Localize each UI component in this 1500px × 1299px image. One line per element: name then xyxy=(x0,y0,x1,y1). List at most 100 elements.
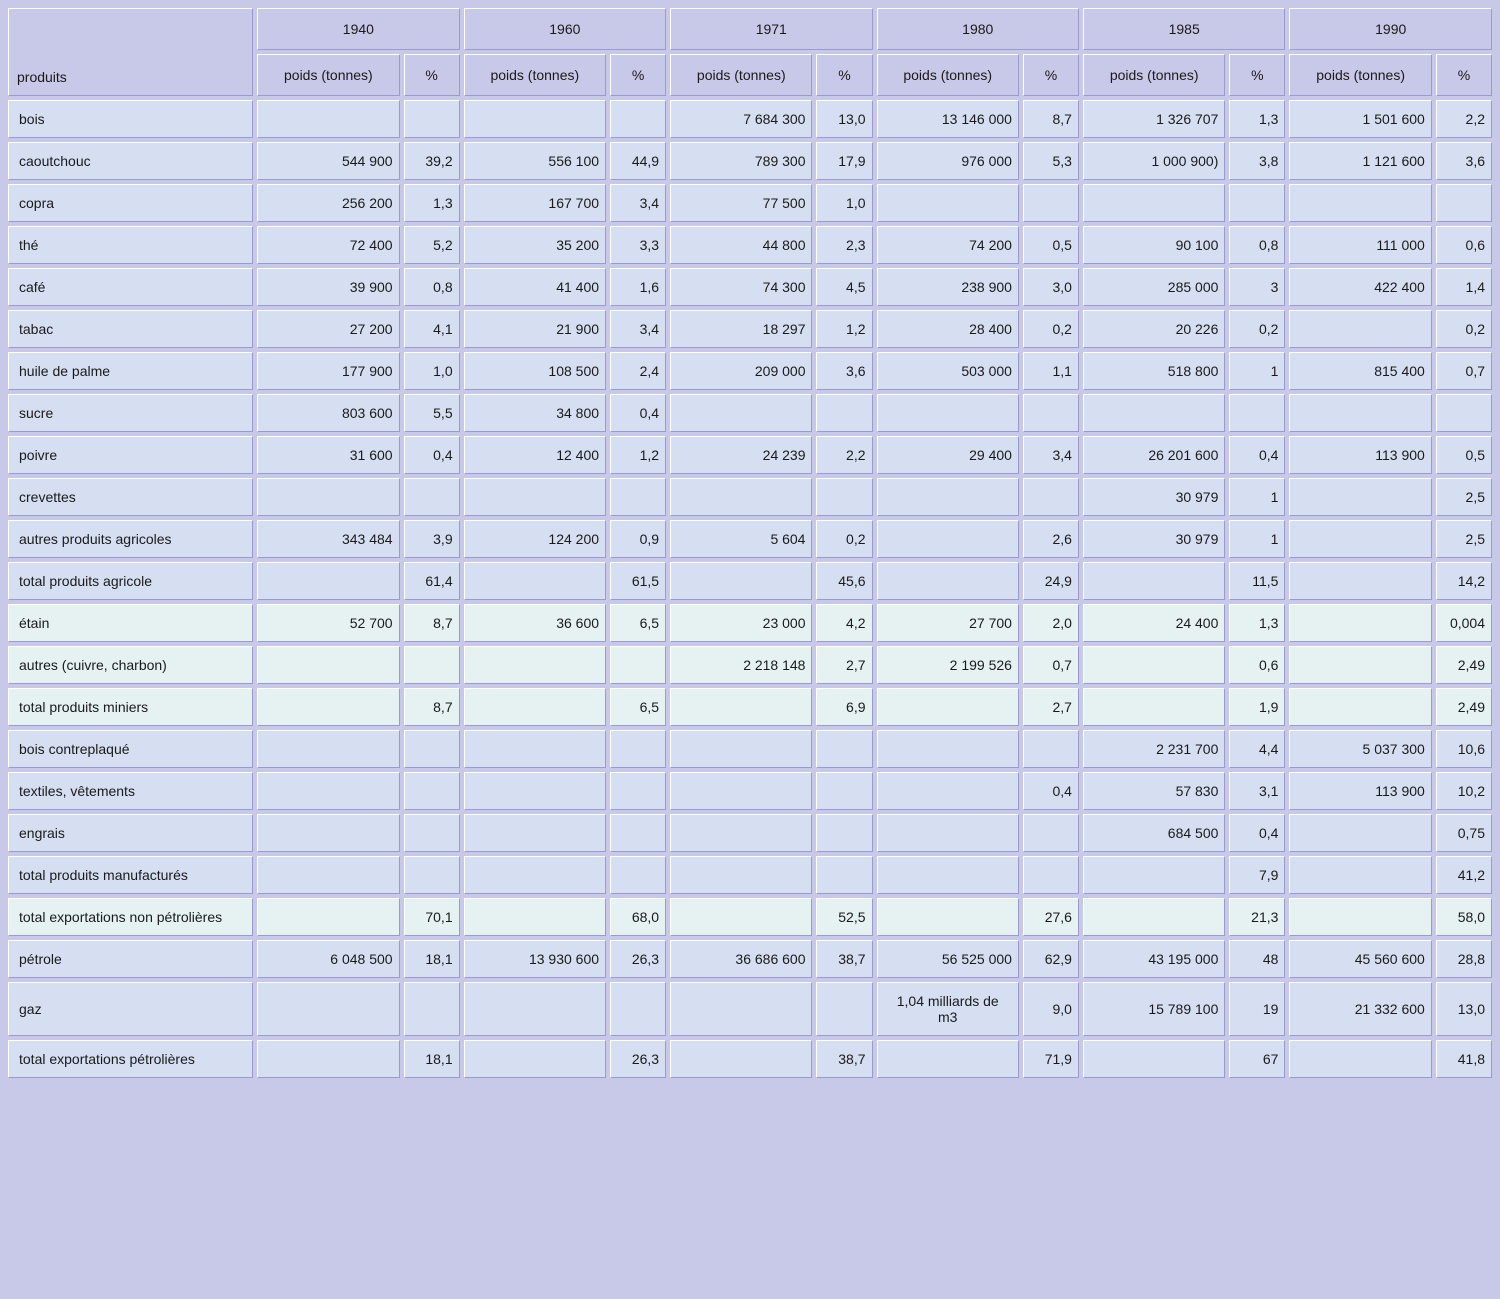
table-row: total exportations non pétrolières70,168… xyxy=(8,898,1492,936)
cell-pct: 44,9 xyxy=(610,142,666,180)
sub-header-pct: % xyxy=(1229,54,1285,96)
table-row: tabac27 2004,121 9003,418 2971,228 4000,… xyxy=(8,310,1492,348)
cell-poids xyxy=(464,1040,606,1078)
cell-pct: 3,4 xyxy=(610,184,666,222)
cell-poids xyxy=(1289,604,1431,642)
cell-poids: 45 560 600 xyxy=(1289,940,1431,978)
cell-pct: 1,1 xyxy=(1023,352,1079,390)
cell-poids: 35 200 xyxy=(464,226,606,264)
cell-poids: 44 800 xyxy=(670,226,812,264)
cell-poids xyxy=(464,730,606,768)
exports-table: produits 1940 1960 1971 1980 1985 1990 p… xyxy=(4,4,1496,1082)
cell-pct xyxy=(610,730,666,768)
cell-poids xyxy=(1083,184,1225,222)
cell-pct: 2,2 xyxy=(1436,100,1492,138)
sub-header-pct: % xyxy=(816,54,872,96)
cell-poids xyxy=(877,520,1019,558)
row-label: thé xyxy=(8,226,253,264)
cell-pct xyxy=(610,982,666,1036)
table-row: café39 9000,841 4001,674 3004,5238 9003,… xyxy=(8,268,1492,306)
cell-poids xyxy=(877,898,1019,936)
cell-pct: 3,6 xyxy=(816,352,872,390)
cell-poids: 1 326 707 xyxy=(1083,100,1225,138)
cell-pct: 38,7 xyxy=(816,1040,872,1078)
cell-pct xyxy=(404,856,460,894)
cell-poids: 285 000 xyxy=(1083,268,1225,306)
cell-pct: 3,0 xyxy=(1023,268,1079,306)
cell-poids xyxy=(670,688,812,726)
cell-pct: 3,4 xyxy=(1023,436,1079,474)
cell-pct xyxy=(1023,184,1079,222)
cell-poids xyxy=(877,184,1019,222)
cell-poids: 556 100 xyxy=(464,142,606,180)
cell-poids: 20 226 xyxy=(1083,310,1225,348)
cell-pct xyxy=(1436,184,1492,222)
cell-poids: 28 400 xyxy=(877,310,1019,348)
cell-pct: 2,49 xyxy=(1436,688,1492,726)
cell-poids xyxy=(877,772,1019,810)
cell-pct: 6,5 xyxy=(610,688,666,726)
cell-pct: 0,4 xyxy=(404,436,460,474)
cell-pct: 2,49 xyxy=(1436,646,1492,684)
cell-pct: 39,2 xyxy=(404,142,460,180)
cell-pct: 28,8 xyxy=(1436,940,1492,978)
cell-pct: 3,8 xyxy=(1229,142,1285,180)
cell-pct: 67 xyxy=(1229,1040,1285,1078)
cell-poids: 124 200 xyxy=(464,520,606,558)
cell-pct: 62,9 xyxy=(1023,940,1079,978)
table-row: gaz1,04 milliards de m39,015 789 1001921… xyxy=(8,982,1492,1036)
cell-pct xyxy=(610,856,666,894)
cell-poids: 43 195 000 xyxy=(1083,940,1225,978)
cell-poids xyxy=(1289,520,1431,558)
cell-poids: 1,04 milliards de m3 xyxy=(877,982,1019,1036)
cell-poids: 39 900 xyxy=(257,268,399,306)
cell-poids xyxy=(877,562,1019,600)
cell-pct: 0,4 xyxy=(610,394,666,432)
cell-poids xyxy=(670,772,812,810)
cell-pct: 0,9 xyxy=(610,520,666,558)
cell-poids: 7 684 300 xyxy=(670,100,812,138)
cell-pct: 1,6 xyxy=(610,268,666,306)
cell-pct: 24,9 xyxy=(1023,562,1079,600)
cell-pct: 2,5 xyxy=(1436,478,1492,516)
row-label: autres (cuivre, charbon) xyxy=(8,646,253,684)
cell-pct: 11,5 xyxy=(1229,562,1285,600)
cell-poids xyxy=(257,646,399,684)
cell-pct: 0,4 xyxy=(1023,772,1079,810)
cell-poids xyxy=(670,1040,812,1078)
cell-poids xyxy=(464,688,606,726)
cell-poids xyxy=(877,814,1019,852)
cell-poids: 5 037 300 xyxy=(1289,730,1431,768)
cell-pct: 68,0 xyxy=(610,898,666,936)
cell-pct: 2,4 xyxy=(610,352,666,390)
cell-poids: 13 930 600 xyxy=(464,940,606,978)
cell-pct: 0,2 xyxy=(816,520,872,558)
table-row: total produits manufacturés7,941,2 xyxy=(8,856,1492,894)
cell-poids: 24 239 xyxy=(670,436,812,474)
cell-pct: 0,8 xyxy=(404,268,460,306)
table-row: bois contreplaqué2 231 7004,45 037 30010… xyxy=(8,730,1492,768)
cell-poids: 41 400 xyxy=(464,268,606,306)
cell-poids xyxy=(464,814,606,852)
table-row: étain52 7008,736 6006,523 0004,227 7002,… xyxy=(8,604,1492,642)
cell-pct: 1 xyxy=(1229,478,1285,516)
cell-poids: 177 900 xyxy=(257,352,399,390)
cell-pct: 0,6 xyxy=(1229,646,1285,684)
table-body: bois7 684 30013,013 146 0008,71 326 7071… xyxy=(8,100,1492,1078)
row-label: étain xyxy=(8,604,253,642)
cell-pct: 1,4 xyxy=(1436,268,1492,306)
cell-pct: 1,3 xyxy=(1229,604,1285,642)
row-label: autres produits agricoles xyxy=(8,520,253,558)
cell-pct: 1,2 xyxy=(816,310,872,348)
cell-poids xyxy=(877,730,1019,768)
cell-poids: 72 400 xyxy=(257,226,399,264)
cell-poids xyxy=(464,562,606,600)
cell-poids: 789 300 xyxy=(670,142,812,180)
cell-pct: 1,0 xyxy=(404,352,460,390)
table-row: poivre31 6000,412 4001,224 2392,229 4003… xyxy=(8,436,1492,474)
cell-poids: 77 500 xyxy=(670,184,812,222)
cell-pct: 0,8 xyxy=(1229,226,1285,264)
cell-poids: 803 600 xyxy=(257,394,399,432)
cell-pct xyxy=(1023,478,1079,516)
table-row: total produits miniers8,76,56,92,71,92,4… xyxy=(8,688,1492,726)
